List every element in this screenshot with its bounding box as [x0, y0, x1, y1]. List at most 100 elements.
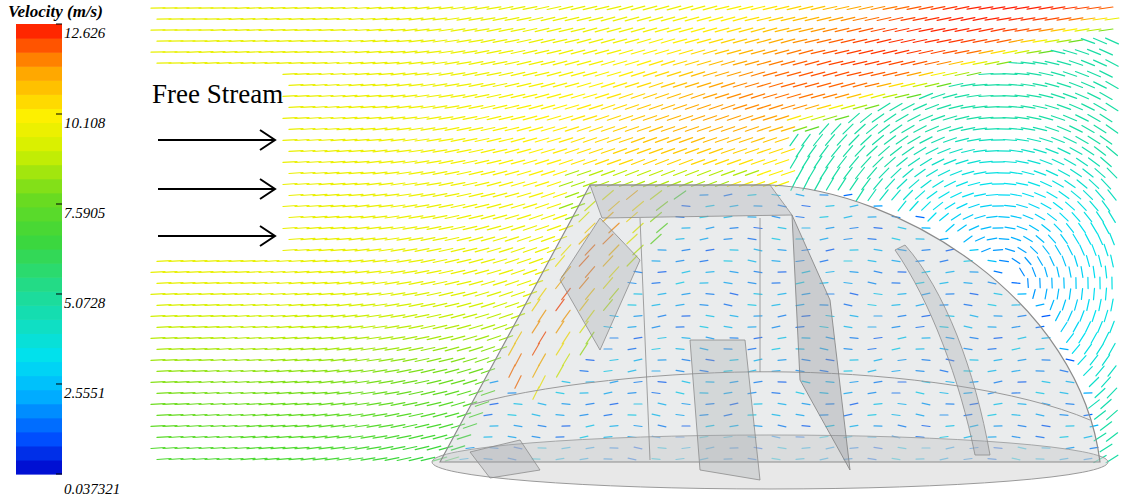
- flow-vector: [667, 72, 680, 76]
- flow-vector: [463, 248, 477, 251]
- flow-vector: [475, 314, 488, 318]
- flow-vector: [974, 150, 987, 152]
- flow-vector: [499, 51, 513, 54]
- flow-vector: [1082, 104, 1095, 110]
- flow-vector: [1056, 311, 1061, 320]
- flow-vector: [1069, 40, 1083, 42]
- flow-vector: [415, 315, 429, 318]
- flow-vector: [1069, 267, 1071, 277]
- flow-vector: [577, 105, 590, 109]
- flow-vector: [685, 39, 698, 43]
- flow-vector: [793, 39, 807, 42]
- flow-vector: [957, 182, 968, 186]
- flow-vector: [703, 28, 716, 32]
- flow-vector: [679, 6, 693, 10]
- flow-vector: [481, 84, 495, 87]
- flow-vector: [823, 7, 837, 10]
- flow-vector: [529, 127, 542, 131]
- flow-vector: [499, 226, 512, 230]
- flow-vector: [481, 303, 494, 307]
- flow-vector: [451, 161, 465, 164]
- flow-vector: [745, 149, 758, 154]
- flow-vector: [986, 150, 999, 152]
- flow-vector: [631, 116, 644, 121]
- flow-vector: [505, 237, 518, 241]
- flow-vector: [901, 83, 915, 86]
- flow-vector: [679, 160, 692, 165]
- flow-vector: [1080, 245, 1084, 255]
- flow-vector: [541, 17, 555, 20]
- flow-vector: [1009, 106, 1023, 107]
- flow-vector: [739, 28, 753, 32]
- flow-vector: [505, 259, 518, 263]
- flow-vector: [1100, 114, 1112, 122]
- flow-vector: [955, 73, 969, 76]
- flow-vector: [475, 270, 488, 274]
- flow-vector: [970, 249, 978, 251]
- flow-vector: [914, 104, 927, 110]
- flow-vector: [769, 105, 782, 109]
- flow-vector: [499, 73, 513, 76]
- flow-vector: [805, 61, 819, 65]
- flow-vector: [685, 83, 698, 87]
- flow-vector: [632, 160, 645, 165]
- flow-vector: [1106, 38, 1119, 44]
- flow-vector: [487, 292, 500, 296]
- flow-vector: [475, 226, 489, 230]
- flow-vector: [613, 39, 626, 43]
- flow-vector: [922, 227, 930, 229]
- flow-vector: [1045, 127, 1058, 131]
- flow-vector: [920, 137, 932, 143]
- flow-vector: [463, 226, 477, 229]
- flow-vector: [463, 161, 477, 164]
- flow-vector: [865, 61, 879, 64]
- flow-vector: [883, 72, 897, 75]
- flow-vector: [745, 17, 759, 20]
- flow-vector: [808, 145, 816, 156]
- flow-vector: [745, 83, 758, 87]
- flow-vector: [601, 17, 615, 21]
- flow-vector: [565, 127, 578, 131]
- colorbar-tick: [56, 24, 62, 25]
- flow-vector: [493, 149, 507, 152]
- flow-vector: [577, 17, 591, 20]
- colorbar-band: [16, 179, 62, 194]
- flow-vector: [1034, 149, 1046, 153]
- flow-vector: [655, 94, 668, 98]
- flow-vector: [1032, 268, 1035, 277]
- flow-vector: [547, 182, 560, 186]
- flow-vector: [595, 94, 608, 98]
- flow-vector: [1040, 160, 1052, 164]
- flow-vector: [685, 149, 698, 154]
- flow-vector: [775, 138, 788, 142]
- flow-vector: [643, 72, 656, 76]
- flow-vector: [956, 160, 968, 164]
- flow-vector: [853, 18, 867, 21]
- flow-vector: [1009, 128, 1022, 129]
- flow-vector: [890, 125, 902, 133]
- flow-vector: [499, 138, 513, 141]
- flow-vector: [535, 182, 548, 186]
- flow-vector: [988, 260, 996, 261]
- flow-vector: [975, 216, 985, 219]
- flow-vector: [553, 127, 566, 131]
- flow-vector: [433, 282, 447, 285]
- flow-vector: [1080, 311, 1084, 321]
- flow-vector: [1111, 255, 1114, 267]
- flow-vector: [415, 293, 429, 296]
- flow-vector: [457, 281, 471, 284]
- flow-vector: [577, 149, 590, 153]
- flow-vector: [757, 149, 770, 154]
- flow-vector: [523, 182, 536, 186]
- flow-vector: [1015, 117, 1029, 119]
- flow-vector: [1033, 290, 1035, 299]
- flow-vector: [589, 83, 602, 87]
- flow-vector: [892, 190, 900, 200]
- flow-vector: [902, 125, 914, 132]
- flow-vector: [619, 72, 632, 76]
- flow-vector: [559, 160, 572, 164]
- flow-vector: [529, 237, 542, 242]
- flow-vector: [505, 171, 518, 175]
- flow-vector: [727, 72, 740, 76]
- flow-vector: [643, 28, 656, 32]
